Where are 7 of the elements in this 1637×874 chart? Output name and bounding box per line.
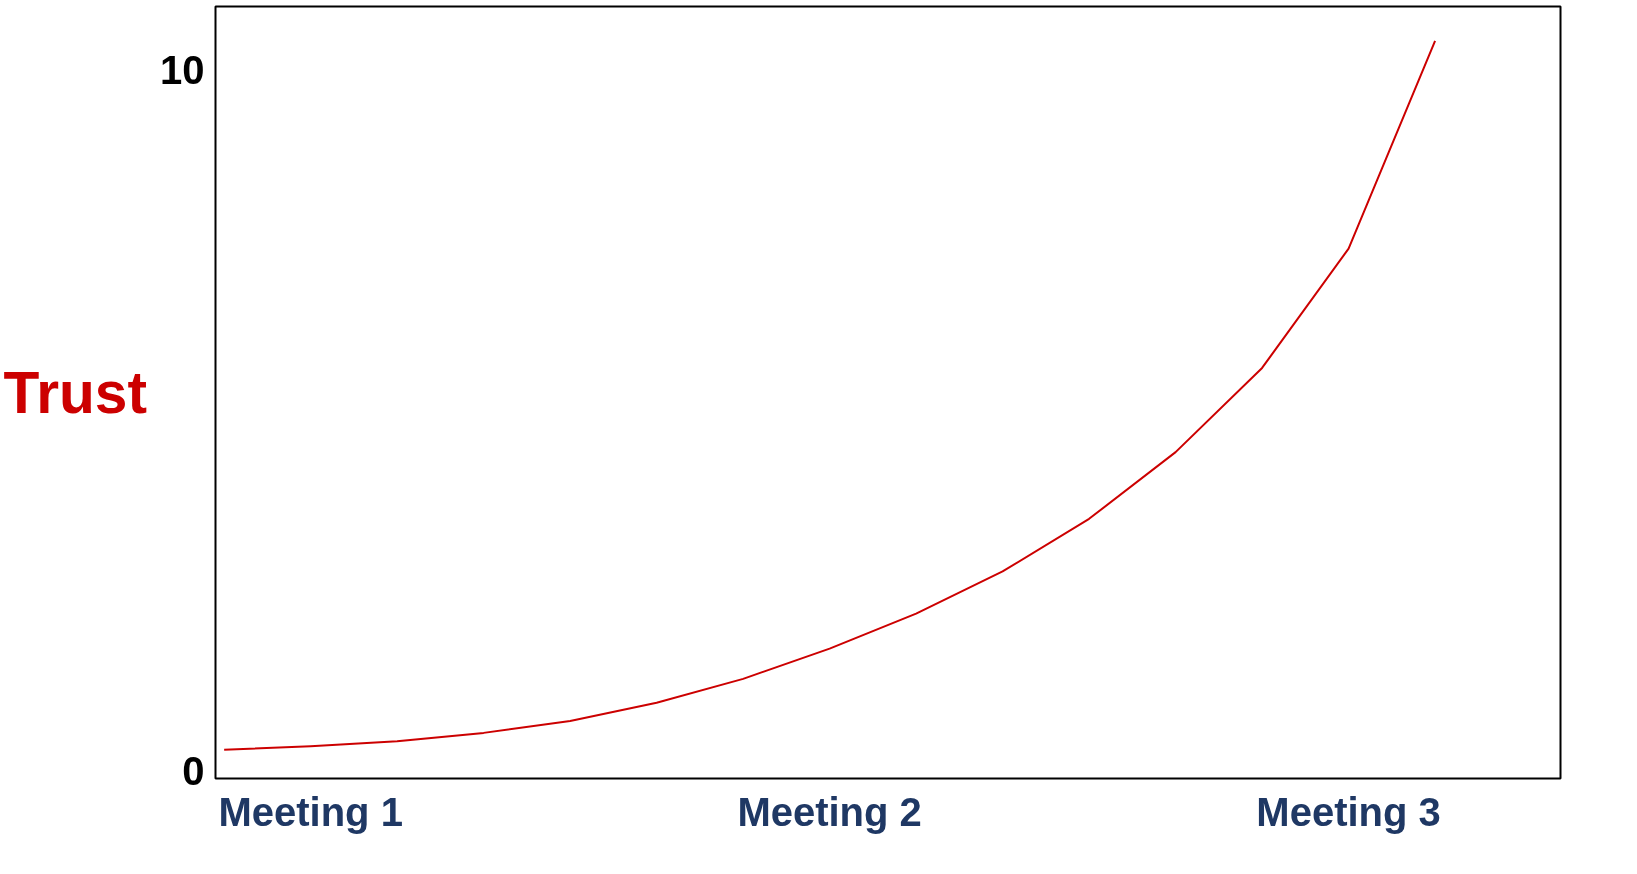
x-tick-label: Meeting 3 bbox=[1256, 789, 1441, 834]
line-series bbox=[223, 39, 1437, 751]
y-axis-title: Trust bbox=[3, 360, 148, 425]
x-tick-label: Meeting 2 bbox=[737, 789, 922, 834]
y-tick-label: 10 bbox=[160, 47, 205, 92]
y-tick-label: 0 bbox=[182, 749, 205, 794]
x-tick-label: Meeting 1 bbox=[218, 789, 403, 834]
